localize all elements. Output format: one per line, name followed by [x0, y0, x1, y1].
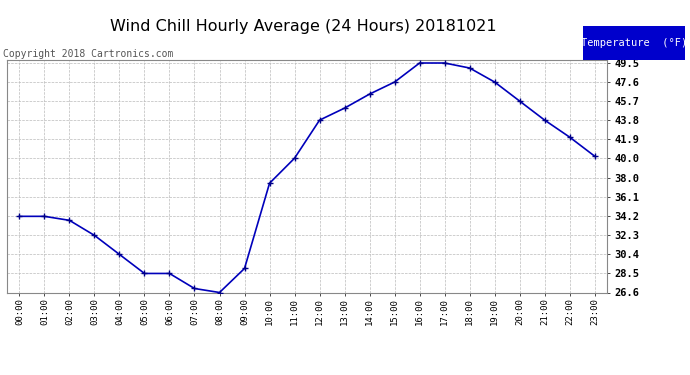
- Text: Temperature  (°F): Temperature (°F): [581, 38, 687, 48]
- Text: Copyright 2018 Cartronics.com: Copyright 2018 Cartronics.com: [3, 49, 174, 59]
- Text: Wind Chill Hourly Average (24 Hours) 20181021: Wind Chill Hourly Average (24 Hours) 201…: [110, 19, 497, 34]
